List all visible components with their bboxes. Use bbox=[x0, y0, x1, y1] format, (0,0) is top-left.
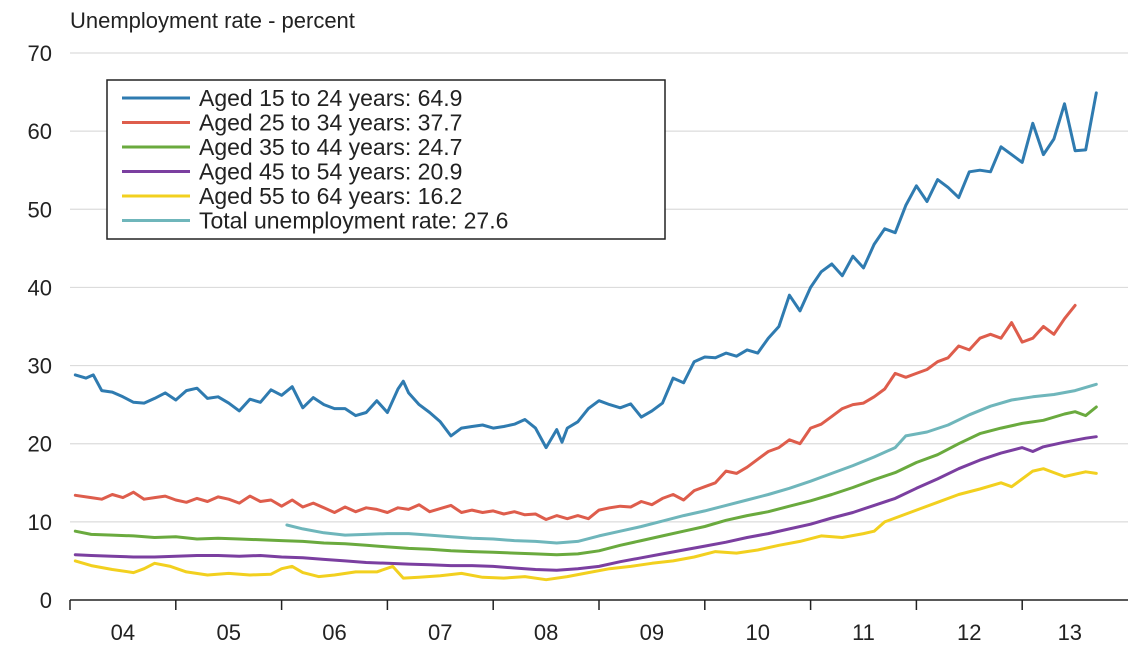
legend-label-1: Aged 15 to 24 years: 64.9 bbox=[199, 85, 462, 111]
y-tick-label-10: 10 bbox=[28, 510, 52, 535]
series-line-5 bbox=[73, 467, 1098, 582]
legend-label-4: Aged 45 to 54 years: 20.9 bbox=[199, 159, 462, 185]
x-tick-label-04: 04 bbox=[111, 620, 135, 645]
series-lines bbox=[73, 91, 1098, 582]
series-line-2 bbox=[73, 303, 1077, 521]
series-line-3 bbox=[73, 405, 1098, 557]
y-tick-label-0: 0 bbox=[40, 588, 52, 613]
x-tick-label-08: 08 bbox=[534, 620, 558, 645]
legend-label-6: Total unemployment rate: 27.6 bbox=[199, 208, 508, 234]
legend-label-3: Aged 35 to 44 years: 24.7 bbox=[199, 134, 462, 160]
y-tick-label-20: 20 bbox=[28, 432, 52, 457]
y-tick-label-50: 50 bbox=[28, 197, 52, 222]
y-tick-label-70: 70 bbox=[28, 41, 52, 66]
series-line-6 bbox=[285, 382, 1098, 545]
x-tick-label-09: 09 bbox=[640, 620, 664, 645]
x-tick-label-12: 12 bbox=[957, 620, 981, 645]
legend-label-5: Aged 55 to 64 years: 16.2 bbox=[199, 183, 462, 209]
legend-label-2: Aged 25 to 34 years: 37.7 bbox=[199, 110, 462, 136]
x-tick-label-13: 13 bbox=[1058, 620, 1082, 645]
y-tick-label-60: 60 bbox=[28, 119, 52, 144]
x-tick-label-06: 06 bbox=[322, 620, 346, 645]
x-tick-label-10: 10 bbox=[745, 620, 769, 645]
chart-title: Unemployment rate - percent bbox=[70, 8, 355, 33]
series-line-1 bbox=[73, 91, 1098, 450]
x-axis: 04 05 06 07 08 09 10 11 12 13 bbox=[69, 599, 1128, 645]
x-tick-label-11: 11 bbox=[852, 620, 875, 645]
series-line-4 bbox=[73, 435, 1098, 572]
y-axis-tick-labels: 0 10 20 30 40 50 60 70 bbox=[28, 41, 52, 613]
x-tick-label-05: 05 bbox=[216, 620, 240, 645]
y-tick-label-40: 40 bbox=[28, 275, 52, 300]
y-tick-label-30: 30 bbox=[28, 354, 52, 379]
x-tick-label-07: 07 bbox=[428, 620, 452, 645]
legend-box bbox=[106, 79, 666, 240]
